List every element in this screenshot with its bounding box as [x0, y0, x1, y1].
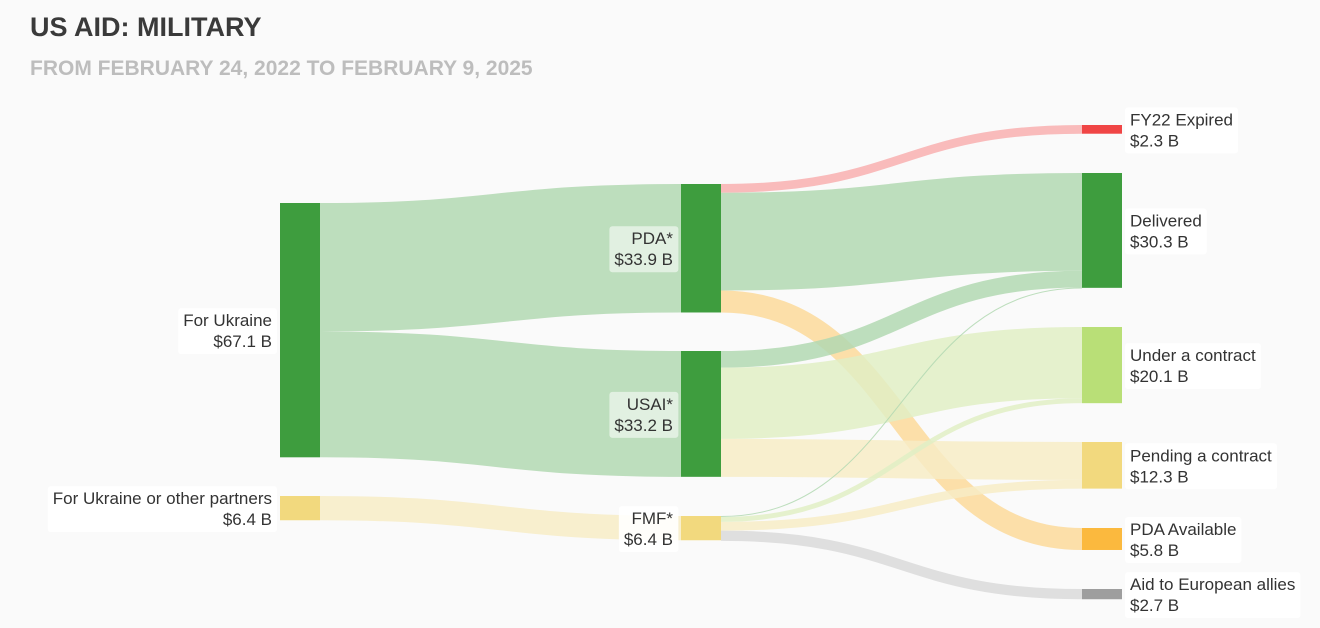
node-value-delivered: $30.3 B	[1130, 232, 1189, 251]
node-label-expired: FY22 Expired $2.3 B	[1125, 107, 1238, 154]
node-name-ukraine: For Ukraine	[183, 311, 272, 330]
node-bar-pending	[1082, 442, 1122, 489]
link-pda-to-delivered	[720, 173, 1083, 291]
node-label-pda: PDA* $33.9 B	[609, 226, 679, 273]
node-name-contract: Under a contract	[1130, 346, 1256, 365]
node-name-delivered: Delivered	[1130, 211, 1202, 230]
link-usai-to-delivered	[720, 270, 1083, 368]
node-label-bg-contract	[1125, 343, 1261, 390]
node-name-expired: FY22 Expired	[1130, 110, 1233, 129]
node-label-contract: Under a contract $20.1 B	[1125, 343, 1261, 390]
link-fmf-to-contract	[720, 398, 1083, 522]
node-name-pda: PDA*	[631, 229, 673, 248]
node-label-usai: USAI* $33.2 B	[609, 391, 679, 438]
node-value-expired: $2.3 B	[1130, 131, 1179, 150]
node-label-bg-delivered	[1125, 208, 1207, 255]
nodes-layer	[280, 125, 1122, 600]
node-bar-partners	[280, 496, 320, 521]
node-value-pda: $33.9 B	[614, 250, 673, 269]
node-bar-delivered	[1082, 173, 1122, 288]
node-name-europe: Aid to European allies	[1130, 575, 1295, 594]
labels-layer: For Ukraine $67.1 B For Ukraine or other p…	[47, 107, 1301, 619]
chart-subtitle: FROM FEBRUARY 24, 2022 TO FEBRUARY 9, 20…	[30, 57, 533, 80]
link-pda-to-available	[720, 290, 1083, 550]
link-pda-to-expired	[720, 125, 1083, 193]
node-value-europe: $2.7 B	[1130, 596, 1179, 615]
node-name-pending: Pending a contract	[1130, 446, 1272, 465]
node-value-contract: $20.1 B	[1130, 367, 1189, 386]
node-bar-usai	[681, 351, 721, 477]
node-value-fmf: $6.4 B	[624, 530, 673, 549]
chart-title: US AID: MILITARY	[30, 12, 262, 42]
node-value-usai: $33.2 B	[614, 416, 673, 435]
node-label-europe: Aid to European allies $2.7 B	[1125, 572, 1301, 619]
node-label-delivered: Delivered $30.3 B	[1125, 208, 1207, 255]
node-bar-expired	[1082, 125, 1122, 134]
node-label-bg-partners	[47, 486, 277, 533]
node-name-available: PDA Available	[1130, 520, 1236, 539]
node-value-partners: $6.4 B	[223, 510, 272, 529]
node-label-bg-europe	[1125, 572, 1301, 619]
node-bar-pda	[681, 184, 721, 313]
node-value-available: $5.8 B	[1130, 541, 1179, 560]
node-label-bg-usai	[609, 391, 679, 438]
node-label-available: PDA Available $5.8 B	[1125, 516, 1242, 563]
node-name-usai: USAI*	[627, 395, 674, 414]
node-value-ukraine: $67.1 B	[213, 332, 272, 351]
node-label-bg-fmf	[618, 506, 679, 553]
node-label-bg-available	[1125, 516, 1242, 563]
node-label-ukraine: For Ukraine $67.1 B	[178, 308, 277, 355]
link-fmf-to-pending	[720, 479, 1083, 531]
node-name-fmf: FMF*	[631, 509, 673, 528]
link-usai-to-contract	[720, 327, 1083, 439]
node-value-pending: $12.3 B	[1130, 467, 1189, 486]
node-name-partners: For Ukraine or other partners	[53, 489, 272, 508]
node-bar-available	[1082, 528, 1122, 550]
node-label-bg-pda	[609, 226, 679, 273]
node-label-partners: For Ukraine or other partners $6.4 B	[47, 486, 277, 533]
link-partners-to-fmf	[319, 496, 682, 541]
node-label-bg-expired	[1125, 107, 1238, 154]
node-label-fmf: FMF* $6.4 B	[618, 506, 679, 553]
node-label-pending: Pending a contract $12.3 B	[1125, 443, 1278, 490]
node-bar-europe	[1082, 589, 1122, 600]
node-bar-ukraine	[280, 203, 320, 458]
node-bar-contract	[1082, 327, 1122, 404]
node-label-bg-ukraine	[178, 308, 277, 355]
link-fmf-to-delivered	[720, 287, 1083, 517]
node-label-bg-pending	[1125, 443, 1278, 490]
node-bar-fmf	[681, 516, 721, 541]
link-fmf-to-europe	[720, 530, 1083, 600]
